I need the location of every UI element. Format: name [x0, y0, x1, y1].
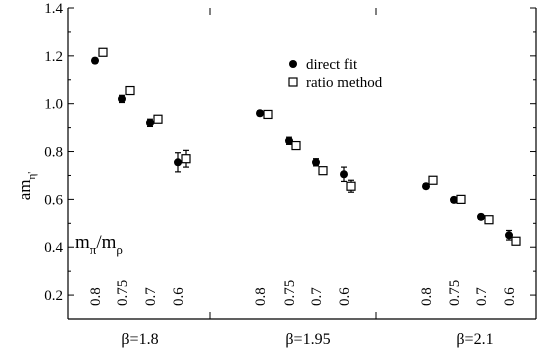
y-axis: 0.2 0.4 0.6 0.8 1.0 1.2 1.4	[44, 1, 536, 320]
ratio-method-point	[181, 154, 191, 164]
legend: direct fit ratio method	[288, 57, 383, 91]
ratio-tick-label: 0.6	[502, 287, 518, 306]
legend-direct-fit: direct fit	[306, 57, 358, 73]
ratio-method-point	[291, 140, 301, 151]
direct-fit-point	[422, 182, 430, 191]
direct-fit-point	[285, 136, 293, 145]
beta-group-label: β=1.8	[121, 331, 158, 348]
legend-square-marker	[288, 77, 298, 87]
beta-group-label: β=1.95	[285, 331, 330, 348]
direct-fit-point	[312, 158, 320, 167]
ratio-method-point	[318, 166, 328, 176]
y-axis-label-subscript: η'	[26, 172, 38, 180]
direct-fit-point	[340, 170, 348, 179]
ratio-label-sub-pi: π	[90, 242, 97, 257]
y-axis-label: am	[15, 179, 34, 200]
direct-fit-point	[118, 94, 126, 103]
ratio-method-point	[428, 175, 438, 185]
ratio-method-point	[484, 215, 494, 225]
direct-fit-point	[256, 109, 264, 118]
ratio-tick-label: 0.7	[474, 287, 490, 306]
svg-text:mπ/mρ: mπ/mρ	[75, 232, 123, 257]
y-tick-label: 1.2	[44, 49, 63, 65]
ratio-method-point	[263, 109, 273, 120]
ratio-tick-label: 0.6	[171, 287, 187, 306]
legend-circle-marker	[289, 60, 297, 68]
ratio-tick-label: 0.8	[419, 287, 435, 306]
ratio-method-point	[456, 194, 466, 204]
ratio-method-point	[346, 181, 356, 191]
ratio-method-point	[153, 114, 163, 124]
ratio-label-slash-m: /m	[96, 232, 116, 253]
ratio-tick-label: 0.75	[447, 280, 463, 306]
beta-group-label: β=2.1	[456, 331, 493, 348]
direct-fit-point	[505, 231, 513, 240]
y-tick-label: 0.6	[44, 192, 63, 208]
direct-fit-point	[91, 56, 99, 65]
ratio-tick-label: 0.7	[309, 287, 325, 306]
svg-text:amη': amη'	[15, 172, 38, 201]
ratio-label-m: m	[75, 232, 90, 253]
ratio-tick-label: 0.8	[88, 287, 104, 306]
ratio-tick-label: 0.75	[282, 280, 298, 306]
ratio-method-point	[511, 236, 521, 246]
direct-fit-point	[450, 195, 458, 204]
ratio-method-point	[98, 47, 108, 57]
ratio-tick-label: 0.75	[115, 280, 131, 306]
ratio-tick-label: 0.6	[337, 287, 353, 306]
beta-labels: β=1.8 β=1.95 β=2.1	[121, 331, 493, 348]
y-tick-label: 0.8	[44, 145, 63, 161]
y-tick-label: 0.2	[44, 288, 63, 304]
y-tick-label: 1.0	[44, 97, 63, 113]
plot-frame	[67, 8, 537, 320]
legend-ratio-method: ratio method	[306, 75, 383, 91]
ratio-labels: 0.8 0.75 0.7 0.6 0.8 0.75 0.7 0.6 0.8 0.75 0.7 0.6	[88, 280, 518, 306]
y-tick-label: 1.4	[44, 1, 63, 17]
direct-fit-point	[146, 118, 154, 127]
ratio-method-point	[125, 85, 135, 96]
ratio-label-sub-rho: ρ	[116, 242, 123, 257]
y-tick-label: 0.4	[44, 240, 63, 256]
ratio-tick-label: 0.8	[253, 287, 269, 306]
direct-fit-point	[477, 212, 485, 221]
ratio-tick-label: 0.7	[143, 287, 159, 306]
ratio-axis-label: mπ/mρ	[75, 232, 123, 257]
data-marks	[91, 47, 521, 246]
direct-fit-point	[174, 158, 182, 167]
y-axis-title: amη'	[15, 172, 38, 201]
